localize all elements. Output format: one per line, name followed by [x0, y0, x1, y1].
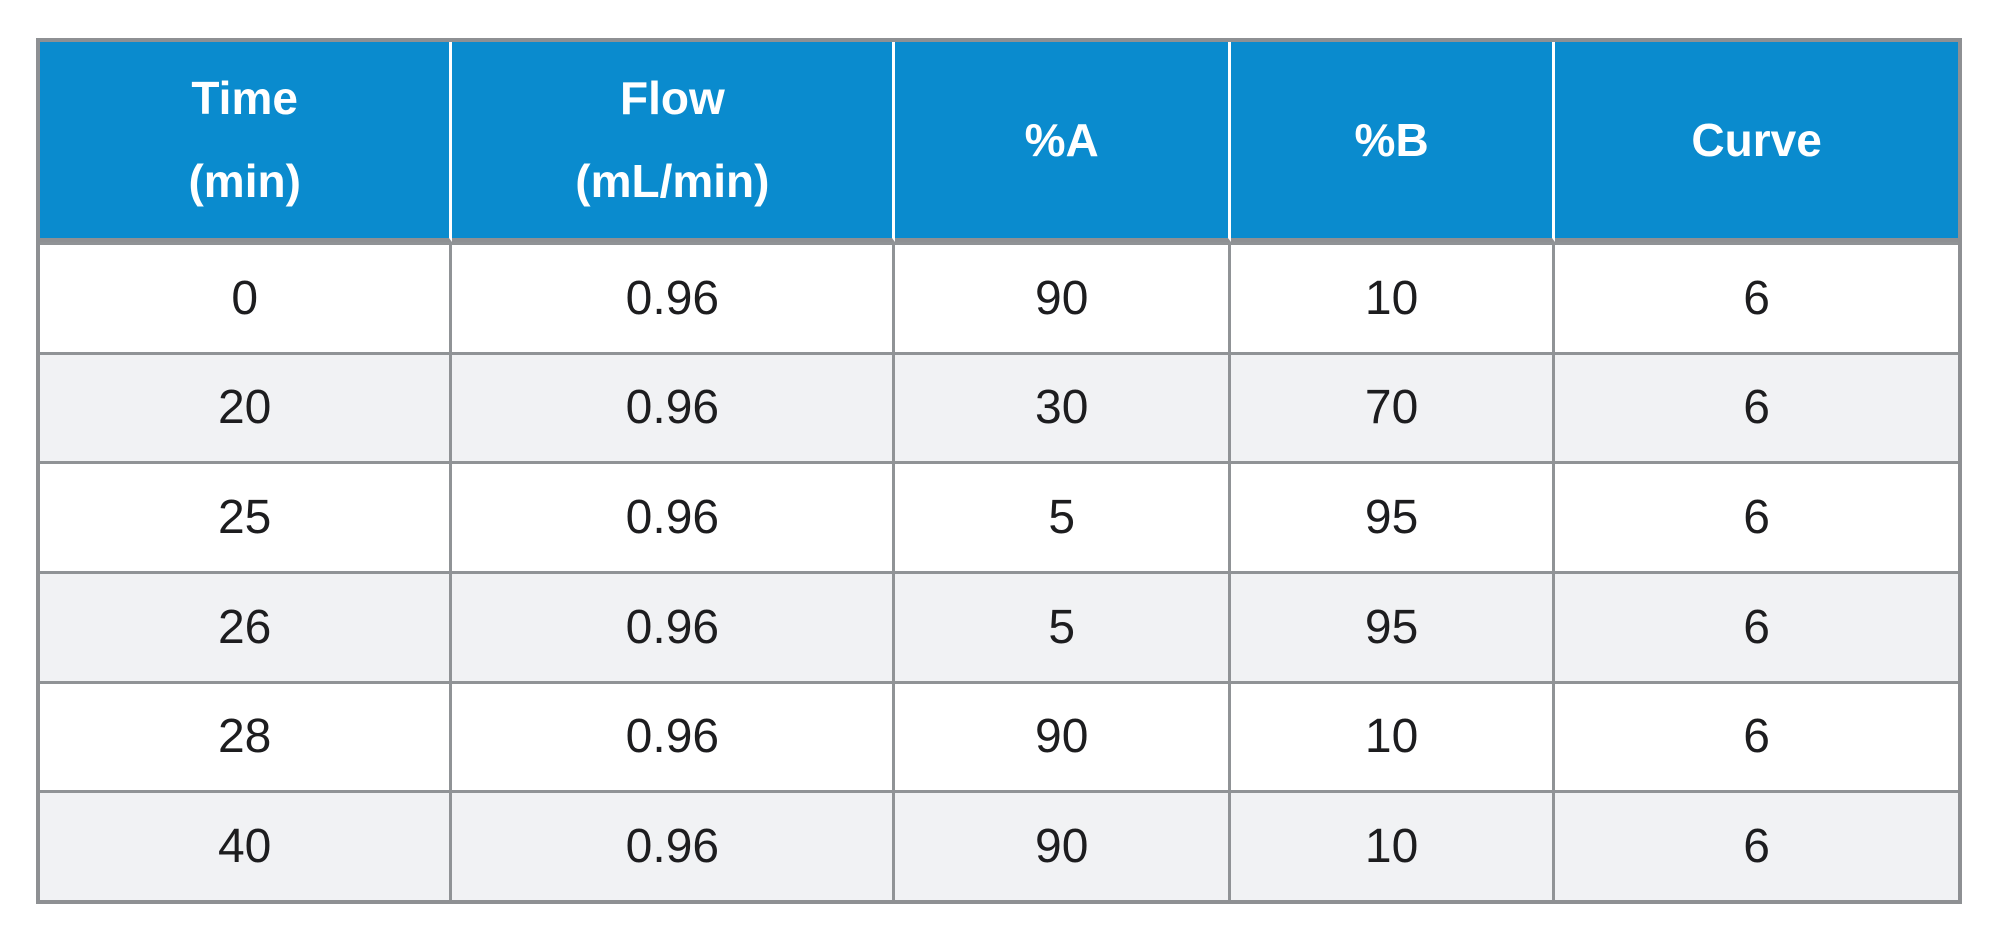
cell-flow: 0.96 — [452, 461, 896, 571]
cell-time: 40 — [40, 790, 453, 900]
cell-pct-b: 95 — [1231, 570, 1556, 681]
column-header-pct-a: %A — [895, 42, 1232, 242]
cell-flow: 0.96 — [452, 242, 896, 352]
column-header-curve: Curve — [1555, 42, 1958, 242]
cell-pct-b: 70 — [1231, 351, 1556, 462]
cell-flow: 0.96 — [452, 680, 896, 791]
table-row: 25 0.96 5 95 6 — [40, 461, 1958, 571]
cell-pct-a: 90 — [895, 680, 1232, 791]
cell-pct-b: 10 — [1231, 790, 1556, 900]
cell-pct-b: 10 — [1231, 680, 1556, 791]
cell-pct-a: 30 — [895, 351, 1232, 462]
cell-flow: 0.96 — [452, 790, 896, 900]
cell-curve: 6 — [1555, 461, 1958, 571]
cell-curve: 6 — [1555, 680, 1958, 791]
cell-pct-a: 90 — [895, 242, 1232, 352]
column-header-pct-b: %B — [1231, 42, 1556, 242]
cell-pct-b: 10 — [1231, 242, 1556, 352]
cell-time: 28 — [40, 680, 453, 791]
cell-curve: 6 — [1555, 790, 1958, 900]
cell-pct-a: 5 — [895, 570, 1232, 681]
table-row: 40 0.96 90 10 6 — [40, 790, 1958, 900]
cell-flow: 0.96 — [452, 570, 896, 681]
column-header-flow: Flow (mL/min) — [452, 42, 896, 242]
cell-time: 25 — [40, 461, 453, 571]
cell-curve: 6 — [1555, 570, 1958, 681]
cell-curve: 6 — [1555, 351, 1958, 462]
gradient-table-container: Time (min) Flow (mL/min) %A %B Curve 0 0… — [36, 38, 1962, 904]
cell-pct-b: 95 — [1231, 461, 1556, 571]
table-row: 28 0.96 90 10 6 — [40, 680, 1958, 791]
cell-flow: 0.96 — [452, 351, 896, 462]
cell-pct-a: 5 — [895, 461, 1232, 571]
cell-time: 20 — [40, 351, 453, 462]
table-row: 26 0.96 5 95 6 — [40, 570, 1958, 681]
cell-curve: 6 — [1555, 242, 1958, 352]
cell-pct-a: 90 — [895, 790, 1232, 900]
gradient-table: Time (min) Flow (mL/min) %A %B Curve 0 0… — [40, 42, 1958, 900]
column-header-time: Time (min) — [40, 42, 453, 242]
cell-time: 26 — [40, 570, 453, 681]
table-row: 0 0.96 90 10 6 — [40, 242, 1958, 352]
cell-time: 0 — [40, 242, 453, 352]
table-header-row: Time (min) Flow (mL/min) %A %B Curve — [40, 42, 1958, 242]
table-row: 20 0.96 30 70 6 — [40, 351, 1958, 462]
